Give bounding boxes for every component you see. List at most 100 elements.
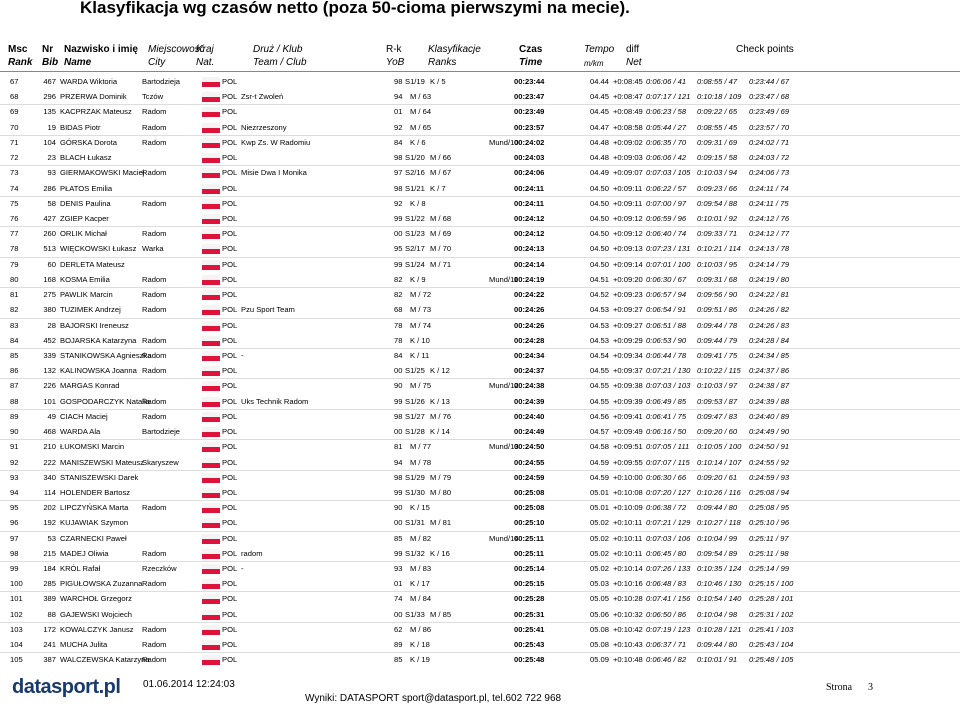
cell-city: Skaryszew bbox=[142, 457, 179, 467]
cell-cls: K / 12 bbox=[430, 366, 450, 376]
cell-diff: +0:10:11 bbox=[613, 518, 643, 528]
column-header: R-k bbox=[386, 44, 402, 55]
flag bbox=[202, 457, 220, 468]
cell-bib: 226 bbox=[43, 381, 56, 391]
cell-rank: 89 bbox=[10, 411, 19, 421]
cell-cls: M / 73 bbox=[410, 305, 432, 315]
cell-bib: 241 bbox=[43, 640, 56, 650]
cell-rank: 86 bbox=[10, 366, 19, 376]
cell-yob: 01 bbox=[394, 107, 403, 117]
cell-bib: 427 bbox=[43, 213, 56, 223]
cell-cls: M / 83 bbox=[410, 564, 432, 574]
cell-time: 00:24:03 bbox=[514, 153, 545, 163]
cell-cp1: 0:05:44 / 27 bbox=[646, 122, 687, 132]
cell-yob: 97 bbox=[394, 168, 403, 178]
cell-nat: POL bbox=[222, 335, 238, 345]
column-header: Msc bbox=[8, 44, 28, 55]
cell-cp1: 0:07:17 / 121 bbox=[646, 92, 691, 102]
cell-cp2: 0:09:41 / 75 bbox=[697, 350, 738, 360]
cell-bib: 452 bbox=[43, 335, 56, 345]
cell-cp3: 0:24:50 / 91 bbox=[749, 442, 790, 452]
column-header-en: YoB bbox=[386, 57, 405, 68]
cell-pace: 04.55 bbox=[590, 381, 610, 391]
cell-bib: 101 bbox=[43, 396, 56, 406]
page-label: Strona bbox=[826, 682, 853, 693]
cell-pace: 05.02 bbox=[590, 533, 610, 543]
cell-name: KOWALCZYK Janusz bbox=[60, 624, 134, 634]
cell-rank: 73 bbox=[10, 168, 19, 178]
cell-name: ŁUKOMSKI Marcin bbox=[60, 442, 125, 452]
cell-cp2: 0:08:55 / 47 bbox=[697, 77, 738, 86]
cell-pace: 04.49 bbox=[590, 168, 610, 178]
flag bbox=[202, 594, 220, 605]
cell-cls: M / 75 bbox=[410, 381, 432, 391]
cell-time: 00:24:13 bbox=[514, 244, 545, 254]
cell-city: Bartodzieje bbox=[142, 427, 180, 437]
cell-cls: M / 71 bbox=[430, 259, 452, 269]
cell-cls: K / 8 bbox=[410, 198, 426, 208]
cell-pace: 04.45 bbox=[590, 92, 610, 102]
cell-time: 00:24:40 bbox=[514, 411, 545, 421]
title: Klasyfikacja wg czasów netto (poza 50-ci… bbox=[80, 0, 630, 17]
cell-rank: 74 bbox=[10, 183, 19, 193]
cell-cp3: 0:24:13 / 78 bbox=[749, 244, 790, 254]
cell-bib: 285 bbox=[43, 579, 56, 589]
cell-mund: Mund/12 bbox=[489, 381, 519, 391]
cell-time: 00:24:50 bbox=[514, 442, 545, 452]
cell-rank: 94 bbox=[10, 487, 19, 497]
cell-diff: +0:09:27 bbox=[613, 320, 643, 330]
flag bbox=[202, 92, 220, 103]
cell-nat: POL bbox=[222, 153, 238, 163]
cell-diff: +0:10:28 bbox=[613, 594, 643, 604]
cell-cp3: 0:24:26 / 82 bbox=[749, 305, 790, 315]
cell-nat: POL bbox=[222, 259, 238, 269]
cell-time: 00:24:12 bbox=[514, 213, 545, 223]
cell-city: Radom bbox=[142, 579, 167, 589]
cell-pace: 04.48 bbox=[590, 137, 610, 147]
cell-city: Radom bbox=[142, 350, 167, 360]
cell-club: radom bbox=[241, 548, 263, 558]
cell-pace: 05.05 bbox=[590, 594, 610, 604]
row-separator bbox=[0, 591, 960, 593]
cell-cp2: 0:10:22 / 115 bbox=[697, 366, 741, 376]
cell-cp2: 0:09:47 / 83 bbox=[697, 411, 738, 421]
cell-cp1: 0:06:38 / 72 bbox=[646, 503, 687, 513]
cell-cp3: 0:24:28 / 84 bbox=[749, 335, 790, 345]
flag bbox=[202, 411, 220, 422]
cell-cp2: 0:09:51 / 86 bbox=[697, 305, 738, 315]
cell-cp1: 0:07:19 / 123 bbox=[646, 624, 691, 634]
cell-cp1: 0:06:59 / 96 bbox=[646, 213, 687, 223]
cell-cp2: 0:10:18 / 109 bbox=[697, 92, 742, 102]
cell-cls: M / 79 bbox=[430, 472, 452, 482]
column-header-en: City bbox=[148, 57, 166, 68]
cell-name: KRÓL Rafał bbox=[60, 564, 101, 574]
cell-bib: 168 bbox=[43, 274, 56, 284]
cell-bib: 88 bbox=[47, 609, 56, 619]
flag bbox=[202, 153, 220, 164]
cell-cls: M / 68 bbox=[430, 213, 452, 223]
cell-diff: +0:10:16 bbox=[613, 579, 643, 589]
cell-diff: +0:09:37 bbox=[613, 366, 643, 376]
cell-name: WIĘCKOWSKI Łukasz bbox=[60, 244, 137, 254]
cell-cls: M / 64 bbox=[410, 107, 432, 117]
flag bbox=[202, 518, 220, 529]
cell-name: BOJARSKA Katarzyna bbox=[60, 335, 137, 345]
cell-rank: 96 bbox=[10, 518, 19, 528]
cell-name: MADEJ Oliwia bbox=[60, 548, 109, 558]
cell-name: KALINOWSKA Joanna bbox=[60, 366, 137, 376]
cell-name: WARDA Wiktoria bbox=[60, 77, 118, 86]
cell-time: 00:24:49 bbox=[514, 427, 545, 437]
cell-nat: POL bbox=[222, 290, 238, 300]
cell-time: 00:24:26 bbox=[514, 320, 545, 330]
cell-club: Pzu Sport Team bbox=[241, 305, 295, 315]
cell-rank: 80 bbox=[10, 274, 19, 284]
cell-cp2: 0:10:35 / 124 bbox=[697, 564, 742, 574]
cell-cp1: 0:06:45 / 80 bbox=[646, 548, 687, 558]
cell-pace: 05.03 bbox=[590, 579, 610, 589]
cell-bib: 184 bbox=[43, 564, 56, 574]
cell-city: Radom bbox=[142, 503, 167, 513]
cell-diff: +0:09:07 bbox=[613, 168, 643, 178]
cell-diff: +0:09:34 bbox=[613, 350, 643, 360]
cell-cat: S1/19 bbox=[405, 77, 425, 86]
column-header: Tempo bbox=[584, 44, 615, 55]
